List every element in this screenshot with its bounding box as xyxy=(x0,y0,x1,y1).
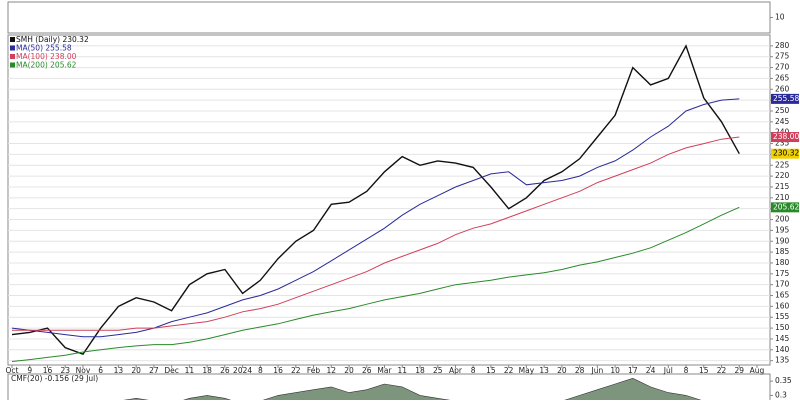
x-tick-label: 25 xyxy=(433,366,443,375)
x-tick-label: 10 xyxy=(610,366,620,375)
price-panel-frame xyxy=(7,34,771,366)
x-tick-label: Jun xyxy=(590,366,603,375)
x-tick-label: Aug xyxy=(750,366,765,375)
y-tick-label: 10 xyxy=(775,13,785,22)
value-badge-label: 238.00 xyxy=(773,132,799,141)
x-tick-label: 9 xyxy=(27,366,32,375)
x-tick-label: Oct xyxy=(6,366,19,375)
y-tick-label: 175 xyxy=(775,269,790,278)
x-tick-label: 22 xyxy=(504,366,514,375)
y-tick-label: 0.3 xyxy=(775,390,787,399)
x-tick-label: 26 xyxy=(362,366,372,375)
x-tick-label: 15 xyxy=(486,366,496,375)
y-tick-label: 200 xyxy=(775,215,790,224)
y-tick-label: 265 xyxy=(775,73,790,82)
x-tick-label: May xyxy=(519,366,535,375)
x-tick-label: 22 xyxy=(291,366,301,375)
legend-entry: MA(200) 205.62 xyxy=(16,61,77,70)
x-tick-label: 18 xyxy=(415,366,425,375)
x-tick-label: Feb xyxy=(307,366,321,375)
x-tick-label: 15 xyxy=(699,366,709,375)
y-tick-label: 145 xyxy=(775,334,790,343)
legend-swatch xyxy=(10,62,15,68)
y-tick-label: 245 xyxy=(775,117,790,126)
panel-title: CMF(20) -0.156 (29 Jul) xyxy=(11,374,98,383)
y-tick-label: 270 xyxy=(775,63,790,72)
x-tick-label: 20 xyxy=(344,366,354,375)
y-tick-label: 150 xyxy=(775,323,790,332)
ma-line xyxy=(12,136,740,331)
y-tick-label: 210 xyxy=(775,193,790,202)
x-tick-label: 6 xyxy=(98,366,103,375)
ma-line xyxy=(11,206,740,362)
value-badge xyxy=(771,148,799,159)
y-tick-label: 190 xyxy=(775,236,790,245)
legend-swatch xyxy=(10,37,15,42)
x-tick-label: 8 xyxy=(471,366,476,375)
x-tick-label: Mar xyxy=(377,366,392,375)
x-tick-label: 8 xyxy=(258,366,263,375)
x-tick-label: 11 xyxy=(397,366,407,375)
x-tick-label: 26 xyxy=(220,366,230,375)
value-badge-label: 255.58 xyxy=(773,94,799,103)
x-tick-label: Dec xyxy=(164,366,179,375)
legend-entry: MA(100) 238.00 xyxy=(16,52,77,61)
x-tick-label: 22 xyxy=(717,366,727,375)
y-tick-label: 215 xyxy=(775,182,790,191)
x-tick-label: 11 xyxy=(185,366,195,375)
x-tick-label: 20 xyxy=(557,366,567,375)
y-tick-label: 180 xyxy=(775,258,790,267)
cmf-area xyxy=(12,377,740,404)
x-tick-label: Jul xyxy=(663,366,673,375)
x-tick-label: 23 xyxy=(60,366,70,375)
y-tick-label: 220 xyxy=(775,171,790,180)
cmf-panel-frame xyxy=(7,373,771,404)
y-tick-label: 225 xyxy=(775,160,790,169)
value-badge xyxy=(771,132,799,143)
x-tick-label: 13 xyxy=(114,366,124,375)
legend-swatch xyxy=(10,45,15,51)
x-tick-label: 2024 xyxy=(233,366,252,375)
value-badge-label: 205.62 xyxy=(773,202,799,211)
value-badge-label: 230.32 xyxy=(773,149,799,158)
y-tick-label: 235 xyxy=(775,139,790,148)
x-tick-label: 27 xyxy=(149,366,159,375)
x-tick-label: 16 xyxy=(43,366,53,375)
x-tick-label: 17 xyxy=(628,366,638,375)
x-tick-label: 12 xyxy=(327,366,337,375)
x-tick-label: 20 xyxy=(131,366,141,375)
y-tick-label: 275 xyxy=(775,52,790,61)
x-tick-label: 13 xyxy=(539,366,549,375)
y-tick-label: 165 xyxy=(775,291,790,300)
x-tick-label: 8 xyxy=(684,366,689,375)
value-badge xyxy=(771,202,799,213)
ma-line xyxy=(11,98,740,338)
price-line xyxy=(11,44,740,355)
x-tick-label: 29 xyxy=(734,366,744,375)
y-tick-label: 185 xyxy=(775,247,790,256)
legend-swatch xyxy=(10,54,15,59)
y-tick-label: 280 xyxy=(775,41,790,50)
y-tick-label: 135 xyxy=(775,356,790,365)
x-tick-label: 28 xyxy=(575,366,585,375)
x-tick-label: Apr xyxy=(449,366,463,375)
x-tick-label: 18 xyxy=(202,366,212,375)
x-tick-label: 24 xyxy=(646,366,656,375)
x-tick-label: Nov xyxy=(76,366,91,375)
y-tick-label: 250 xyxy=(775,106,790,115)
y-tick-label: 155 xyxy=(775,312,790,321)
y-tick-label: 195 xyxy=(775,225,790,234)
y-tick-label: 0.35 xyxy=(775,376,792,385)
value-badge xyxy=(771,93,799,104)
y-tick-label: 160 xyxy=(775,301,790,310)
y-tick-label: 170 xyxy=(775,280,790,289)
y-tick-label: 140 xyxy=(775,345,790,354)
legend-entry: MA(50) 255.58 xyxy=(16,44,72,53)
x-tick-label: 16 xyxy=(273,366,283,375)
y-tick-label: 260 xyxy=(775,84,790,93)
legend-entry: SMH (Daily) 230.32 xyxy=(16,35,89,44)
